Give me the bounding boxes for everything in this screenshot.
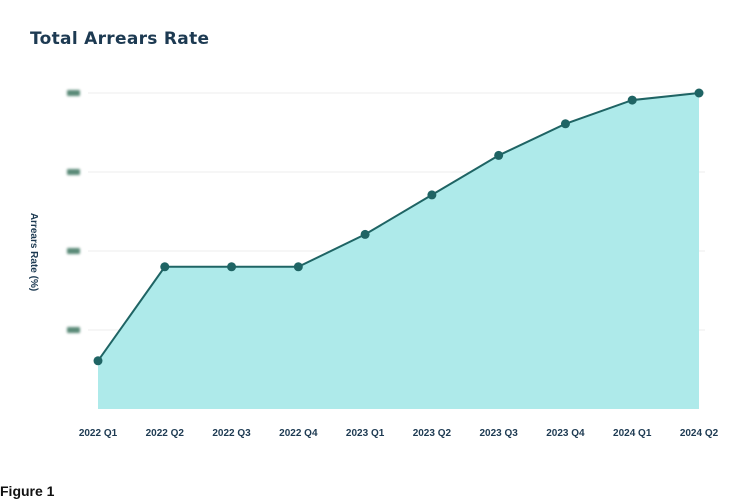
y-tick-label-obscured bbox=[67, 169, 80, 175]
data-point bbox=[160, 262, 170, 272]
data-point bbox=[494, 150, 504, 160]
x-tick-label: 2022 Q1 bbox=[79, 428, 118, 439]
data-point bbox=[627, 95, 637, 105]
series-line bbox=[97, 92, 700, 362]
data-markers bbox=[93, 88, 704, 366]
x-tick-label: 2023 Q3 bbox=[479, 428, 518, 439]
y-tick-label-obscured bbox=[67, 248, 80, 254]
y-tick-label-obscured bbox=[67, 90, 80, 96]
y-axis-title: Arrears Rate (%) bbox=[28, 213, 39, 291]
x-tick-label: 2022 Q3 bbox=[212, 428, 251, 439]
data-point bbox=[93, 356, 103, 366]
x-tick-label: 2023 Q4 bbox=[546, 428, 585, 439]
area-fill bbox=[98, 93, 699, 409]
x-tick-label: 2023 Q2 bbox=[413, 428, 452, 439]
data-point bbox=[427, 190, 437, 200]
data-point bbox=[560, 119, 570, 129]
x-tick-label: 2023 Q1 bbox=[346, 428, 385, 439]
data-point bbox=[293, 262, 303, 272]
figure-caption: Figure 1 bbox=[0, 483, 55, 499]
x-tick-label: 2024 Q2 bbox=[680, 428, 719, 439]
x-tick-label: 2024 Q1 bbox=[613, 428, 652, 439]
x-tick-labels: 2022 Q1 2022 Q2 2022 Q3 2022 Q4 2023 Q1 2023 … bbox=[79, 428, 719, 439]
y-tick-labels bbox=[67, 90, 80, 333]
y-tick-label-obscured bbox=[67, 327, 80, 333]
data-point bbox=[694, 88, 704, 98]
data-point bbox=[360, 229, 370, 239]
chart-title: Total Arrears Rate bbox=[30, 29, 210, 49]
x-tick-label: 2022 Q2 bbox=[146, 428, 185, 439]
data-point bbox=[227, 262, 237, 272]
x-tick-label: 2022 Q4 bbox=[279, 428, 318, 439]
